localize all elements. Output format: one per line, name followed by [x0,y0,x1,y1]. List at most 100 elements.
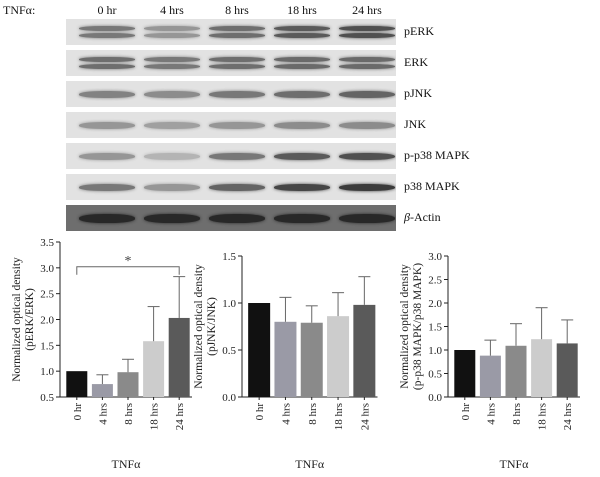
x-axis-label: TNFα [295,457,325,471]
blot-band-pp38-4 [339,153,395,160]
blot-band-erk-1 [144,64,200,69]
blot-band-pp38-3 [274,153,330,160]
x-axis-label: TNFα [112,457,142,471]
chart-pjnk-jnk: 0.0 0.5 1.0 1.5 Normalized optical density(p… [193,232,400,472]
y-axis-label-line: (pJNK/JNK) [206,297,218,356]
y-tick-label: 2.0 [40,315,54,327]
significance-star: * [125,254,132,269]
blot-band-erk-3 [274,57,330,62]
blot-band-jnk-1 [144,122,200,129]
blot-band-perk-1 [144,26,200,31]
protein-label-pjnk: pJNK [404,86,433,100]
x-tick-label-0: 0 hr [254,403,266,421]
blot-band-perk-0 [79,33,135,38]
bar-3 [143,341,165,397]
blot-band-p38-0 [79,184,135,191]
blot-band-pp38-0 [79,153,135,160]
chart-svg-0: 0.5 1.0 1.5 2.0 2.5 3.0 3.5 Normalized optical … [11,237,192,471]
blot-band-erk-2 [209,57,265,62]
blot-strip-perk [66,19,396,45]
blot-band-perk-0 [79,26,135,31]
y-axis-label-line: (p-p38 MAPK/p38 MAPK) [412,263,424,390]
blot-band-erk-1 [144,57,200,62]
x-tick-label-2: 8 hrs [511,403,523,425]
y-tick-label: 1.0 [40,366,54,378]
x-tick-label-1: 4 hrs [485,403,497,425]
y-tick-label: 2.5 [428,275,442,287]
protein-label-perk: pERK [404,24,434,38]
blot-band-pjnk-4 [339,91,395,98]
x-tick-label-4: 24 hrs [562,403,574,430]
blot-band-pjnk-1 [144,91,200,98]
blot-strip-pp38 [66,143,396,169]
x-tick-label-4: 24 hrs [174,403,186,430]
y-tick-label: 1.5 [428,322,442,334]
blot-band-erk-4 [339,57,395,62]
blot-band-erk-0 [79,57,135,62]
bar-4 [556,343,578,397]
blot-band-pjnk-3 [274,91,330,98]
actin-beta-prefix: β [404,210,410,224]
x-tick-label-0: 0 hr [72,403,84,421]
y-tick-label: 1.0 [428,345,442,357]
chart-svg-1: 0.0 0.5 1.0 1.5 Normalized optical density(p… [193,251,378,471]
x-tick-label-3: 18 hrs [333,403,345,430]
bar-3 [327,316,350,397]
bar-0 [66,371,88,397]
lane-label-0hr: 0 hr [97,3,117,17]
bar-1 [91,384,113,397]
blot-band-perk-1 [144,33,200,38]
bar-2 [117,372,139,397]
y-tick-label: 0.5 [428,369,442,381]
treatment-label: TNFα: [3,3,36,17]
blot-band-perk-4 [339,33,395,38]
y-axis-label: Normalized optical density(pJNK/JNK) [193,264,218,389]
blot-strip-actin [66,205,396,231]
chart-perk-erk: 0.5 1.0 1.5 2.0 2.5 3.0 3.5 Normalized optical … [0,232,200,472]
blot-strip-p38 [66,174,396,200]
bar-0 [248,303,271,397]
y-axis-label-line: (pERK/ERK) [24,288,36,351]
y-tick-label: 0.5 [222,345,236,357]
blot-band-jnk-4 [339,122,395,129]
protein-label-p38: p38 MAPK [404,179,460,193]
blot-band-actin-1 [144,214,200,223]
chart-pp38-p38: 0.0 0.5 1.0 1.5 2.0 2.5 3.0 Normalized optical … [399,232,600,472]
bar-4 [168,317,190,397]
chart-svg-2: 0.0 0.5 1.0 1.5 2.0 2.5 3.0 Normalized optical … [399,251,580,471]
blot-band-pp38-2 [209,153,265,160]
y-axis-label: Normalized optical density(pERK/ERK) [11,257,36,382]
blot-band-erk-0 [79,64,135,69]
y-axis-label-line: Normalized optical density [193,264,205,389]
y-tick-label: 1.0 [222,298,236,310]
blot-band-erk-4 [339,64,395,69]
blot-strip-jnk [66,112,396,138]
blot-band-actin-3 [274,214,330,223]
lane-label-8hrs: 8 hrs [225,3,249,17]
lane-label-18hrs: 18 hrs [287,3,317,17]
y-axis-label-line: Normalized optical density [399,264,411,389]
blot-band-perk-3 [274,26,330,31]
y-tick-label: 2.0 [428,298,442,310]
bar-4 [353,304,376,397]
blot-strip-erk [66,50,396,76]
y-tick-label: 3.0 [428,251,442,263]
significance-bracket [76,266,180,275]
blot-band-p38-2 [209,184,265,191]
x-tick-label-2: 8 hrs [307,403,319,425]
y-tick-label: 0.0 [222,392,236,404]
lane-label-24hrs: 24 hrs [352,3,382,17]
actin-label-rest: -Actin [409,210,441,224]
blot-band-erk-3 [274,64,330,69]
y-tick-label: 3.0 [40,263,54,275]
x-tick-label-1: 4 hrs [280,403,292,425]
x-tick-label-3: 18 hrs [537,403,549,430]
blot-band-p38-3 [274,184,330,191]
y-tick-label: 2.5 [40,289,54,301]
blot-band-actin-4 [339,214,395,223]
bar-1 [479,355,501,397]
x-axis-label: TNFα [500,457,530,471]
x-tick-label-0: 0 hr [460,403,472,421]
y-tick-label: 0.5 [40,392,54,404]
blot-band-actin-2 [209,214,265,223]
